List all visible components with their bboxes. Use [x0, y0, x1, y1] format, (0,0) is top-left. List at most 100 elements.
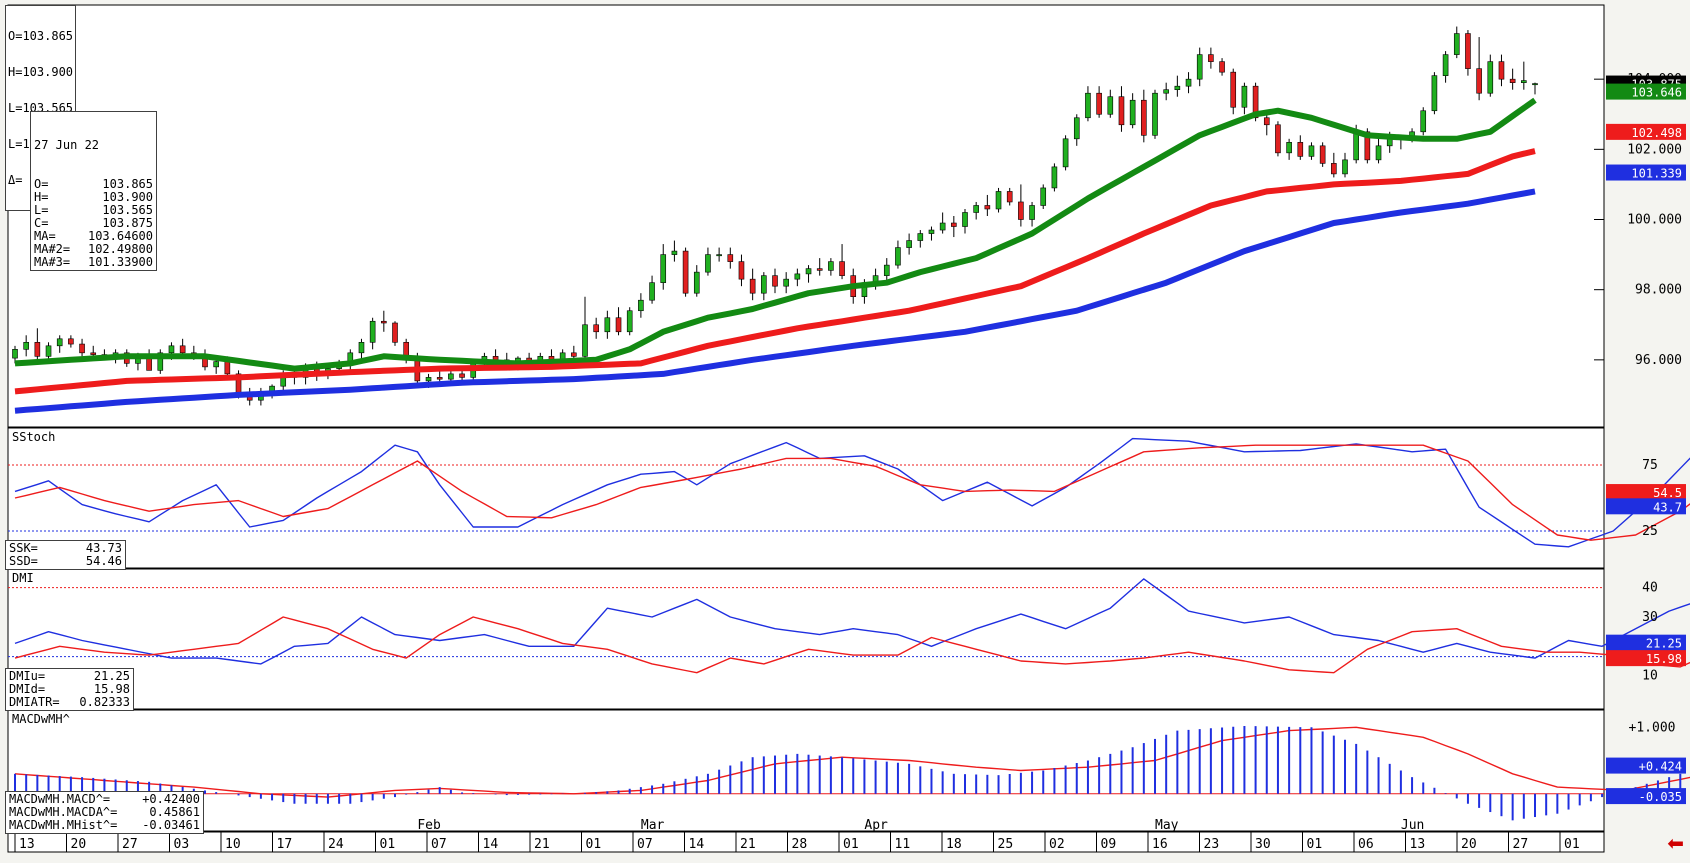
- time-axis: [7, 831, 1605, 853]
- candle-body: [671, 250, 678, 255]
- month-label: May: [1155, 818, 1179, 833]
- candle-body: [1196, 54, 1203, 80]
- stoch-readout: SSK= 43.73 SSD= 54.46: [5, 540, 126, 570]
- macd-panel: [7, 709, 1605, 832]
- data-window-row: MA#3= 101.33900: [34, 256, 153, 269]
- candle-body: [772, 275, 778, 287]
- candle-body: [705, 254, 711, 273]
- candle-body: [716, 254, 722, 257]
- week-tick-label: 01: [843, 837, 859, 852]
- candle-body: [1509, 78, 1516, 83]
- candle-body: [1286, 142, 1292, 154]
- macd-readout-value: +0.42400: [142, 792, 200, 806]
- candle-body: [1375, 145, 1382, 161]
- candle-body: [794, 273, 801, 280]
- candle-body: [1297, 142, 1304, 157]
- dmi-readout-value: 15.98: [93, 682, 130, 696]
- candle-body: [23, 342, 29, 350]
- data-window-date: 27 Jun 22: [34, 138, 100, 152]
- macd-last-value-label: -0.035: [1639, 790, 1682, 804]
- dmi-readout-value: 21.25: [93, 669, 130, 683]
- week-tick-label: 30: [1255, 837, 1271, 852]
- week-tick-label: 01: [1307, 837, 1323, 852]
- macd-readout: MACDwMH.MACD^= +0.42400 MACDwMH.MACDA^= 0.4…: [5, 791, 204, 834]
- month-label: Mar: [641, 818, 665, 833]
- candle-body: [1208, 54, 1214, 62]
- macd-readout-row: MACDwMH.MACDA^= 0.45861: [9, 806, 200, 819]
- candle-body: [1006, 191, 1013, 203]
- data-window-label: MA#3=: [34, 255, 71, 269]
- candle-body: [727, 254, 734, 262]
- stoch-readout-row: SSD= 54.46: [9, 555, 122, 568]
- candle-body: [805, 268, 812, 275]
- dmi-readout: DMIu= 21.25 DMId= 15.98 DMIATR= 0.82333: [5, 668, 134, 711]
- week-tick-label: 07: [637, 837, 653, 852]
- week-tick-label: 01: [1564, 837, 1580, 852]
- candle-body: [660, 254, 667, 283]
- candle-body: [895, 247, 901, 266]
- week-tick-label: 27: [122, 837, 138, 852]
- candle-body: [1141, 99, 1147, 136]
- data-window-value: 103.875: [102, 216, 153, 230]
- data-window-label: H=: [34, 190, 49, 204]
- week-tick-label: 21: [740, 837, 756, 852]
- week-tick-label: 21: [534, 837, 550, 852]
- week-tick-label: 24: [328, 837, 344, 852]
- candle-body: [392, 322, 398, 343]
- macd-signal-line: [14, 726, 1690, 798]
- stoch-last-value-label-bg: [1606, 498, 1686, 515]
- data-window: 27 Jun 22 O= 103.865 H= 103.900 L= 103.565 C= 1…: [30, 111, 157, 271]
- candle-body: [1051, 166, 1058, 189]
- data-window-row: MA#2= 102.49800: [34, 243, 153, 256]
- scroll-left-arrow-icon[interactable]: ⬅: [1667, 831, 1684, 855]
- candle-body: [615, 317, 622, 333]
- week-tick-label: 23: [1204, 837, 1220, 852]
- last-value-label: 102.498: [1631, 126, 1682, 140]
- candle-body: [649, 282, 655, 301]
- stoch-last-value-label: 54.5: [1653, 486, 1682, 500]
- ohlc-high: H=103.900: [8, 65, 74, 79]
- candle-body: [1107, 96, 1114, 115]
- macd-readout-label: MACDwMH.MACD^=: [9, 792, 111, 806]
- stoch-readout-value: 43.73: [85, 541, 122, 555]
- stoch-readout-label: SSD=: [9, 554, 38, 568]
- dmi-readout-row: DMIu= 21.25: [9, 670, 130, 683]
- data-window-label: C=: [34, 216, 49, 230]
- macd-readout-value: 0.45861: [149, 805, 200, 819]
- candle-body: [12, 349, 18, 359]
- stoch-last-value-label: 43.7: [1653, 500, 1682, 514]
- macd-last-value-label-bg: [1606, 757, 1686, 774]
- candle-body: [749, 278, 756, 294]
- stoch-readout-label: SSK=: [9, 541, 38, 555]
- candle-body: [157, 352, 164, 371]
- week-tick-label: 17: [277, 837, 293, 852]
- week-tick-label: 13: [19, 837, 35, 852]
- week-tick-label: 07: [431, 837, 447, 852]
- dmi-readout-label: DMId=: [9, 682, 46, 696]
- candle-body: [1465, 33, 1471, 69]
- candle-body: [1085, 92, 1091, 119]
- price-tick-label: 100.000: [1627, 213, 1682, 228]
- candle-body: [951, 222, 957, 227]
- candle-body: [638, 299, 644, 312]
- stoch-tick-label: 75: [1642, 458, 1658, 473]
- candle-body: [1018, 201, 1024, 220]
- candle-body: [179, 345, 186, 354]
- stoch-line-SSD: [14, 444, 1690, 541]
- moving-average-line-MA3: [14, 188, 1536, 414]
- candle-body: [1431, 75, 1438, 112]
- price-tick-label: 102.000: [1627, 142, 1682, 157]
- data-window-value: 103.900: [102, 190, 153, 204]
- candle-body: [1275, 124, 1281, 154]
- candle-body: [593, 324, 599, 333]
- week-tick-label: 09: [1101, 837, 1117, 852]
- last-value-label-bg: [1606, 83, 1686, 100]
- last-value-label: 103.646: [1631, 86, 1682, 100]
- stoch-last-value-label-bg: [1606, 484, 1686, 501]
- week-tick-label: 18: [946, 837, 962, 852]
- week-tick-label: 02: [1049, 837, 1065, 852]
- candle-body: [604, 317, 611, 333]
- candle-body: [1308, 145, 1315, 157]
- candle-body: [1163, 89, 1169, 94]
